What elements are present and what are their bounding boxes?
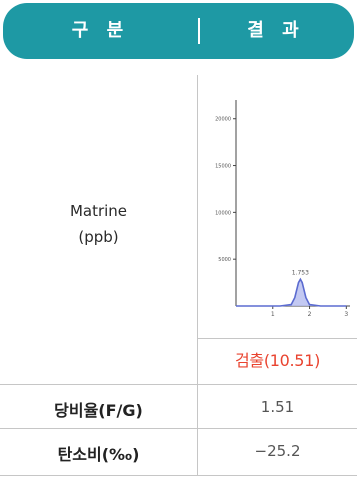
y-tick-label: 10000 [215, 210, 231, 216]
peak-area [236, 279, 347, 306]
header-category: 구 분 [71, 20, 130, 41]
row-divider-3 [0, 475, 357, 476]
row-value-carbon-ratio: −25.2 [254, 442, 301, 460]
column-divider [197, 75, 198, 475]
row-label-carbon-ratio: 탄소비(‰) [57, 445, 140, 464]
row-divider-chart [198, 338, 357, 339]
series-line [236, 277, 347, 307]
row-divider-2 [0, 428, 357, 429]
y-tick-label: 15000 [215, 164, 231, 170]
sample-name: Matrine [69, 202, 128, 220]
header-result: 결 과 [247, 20, 305, 41]
sample-unit: (ppb) [78, 228, 119, 246]
chromatogram-svg: 5000 10000 15000 20000 1 2 3 1.753 [215, 100, 350, 318]
peak-label: 1.753 [292, 269, 309, 276]
row-label-sugar-ratio: 당비율(F/G) [54, 401, 143, 420]
detection-result: 검출(10.51) [234, 351, 321, 370]
table-header: 구 분 결 과 [3, 3, 354, 59]
header-divider [198, 18, 200, 44]
x-tick-label: 1 [271, 311, 275, 318]
row-value-sugar-ratio: 1.51 [260, 398, 295, 416]
sample-label: Matrine (ppb) [0, 198, 197, 250]
y-tick-label: 5000 [218, 257, 231, 263]
y-tick-label: 20000 [215, 117, 231, 123]
chromatogram-chart: 5000 10000 15000 20000 1 2 3 1.753 [198, 88, 355, 328]
x-tick-label: 3 [344, 311, 348, 318]
x-tick-label: 2 [308, 311, 312, 318]
row-divider-1 [0, 384, 357, 385]
